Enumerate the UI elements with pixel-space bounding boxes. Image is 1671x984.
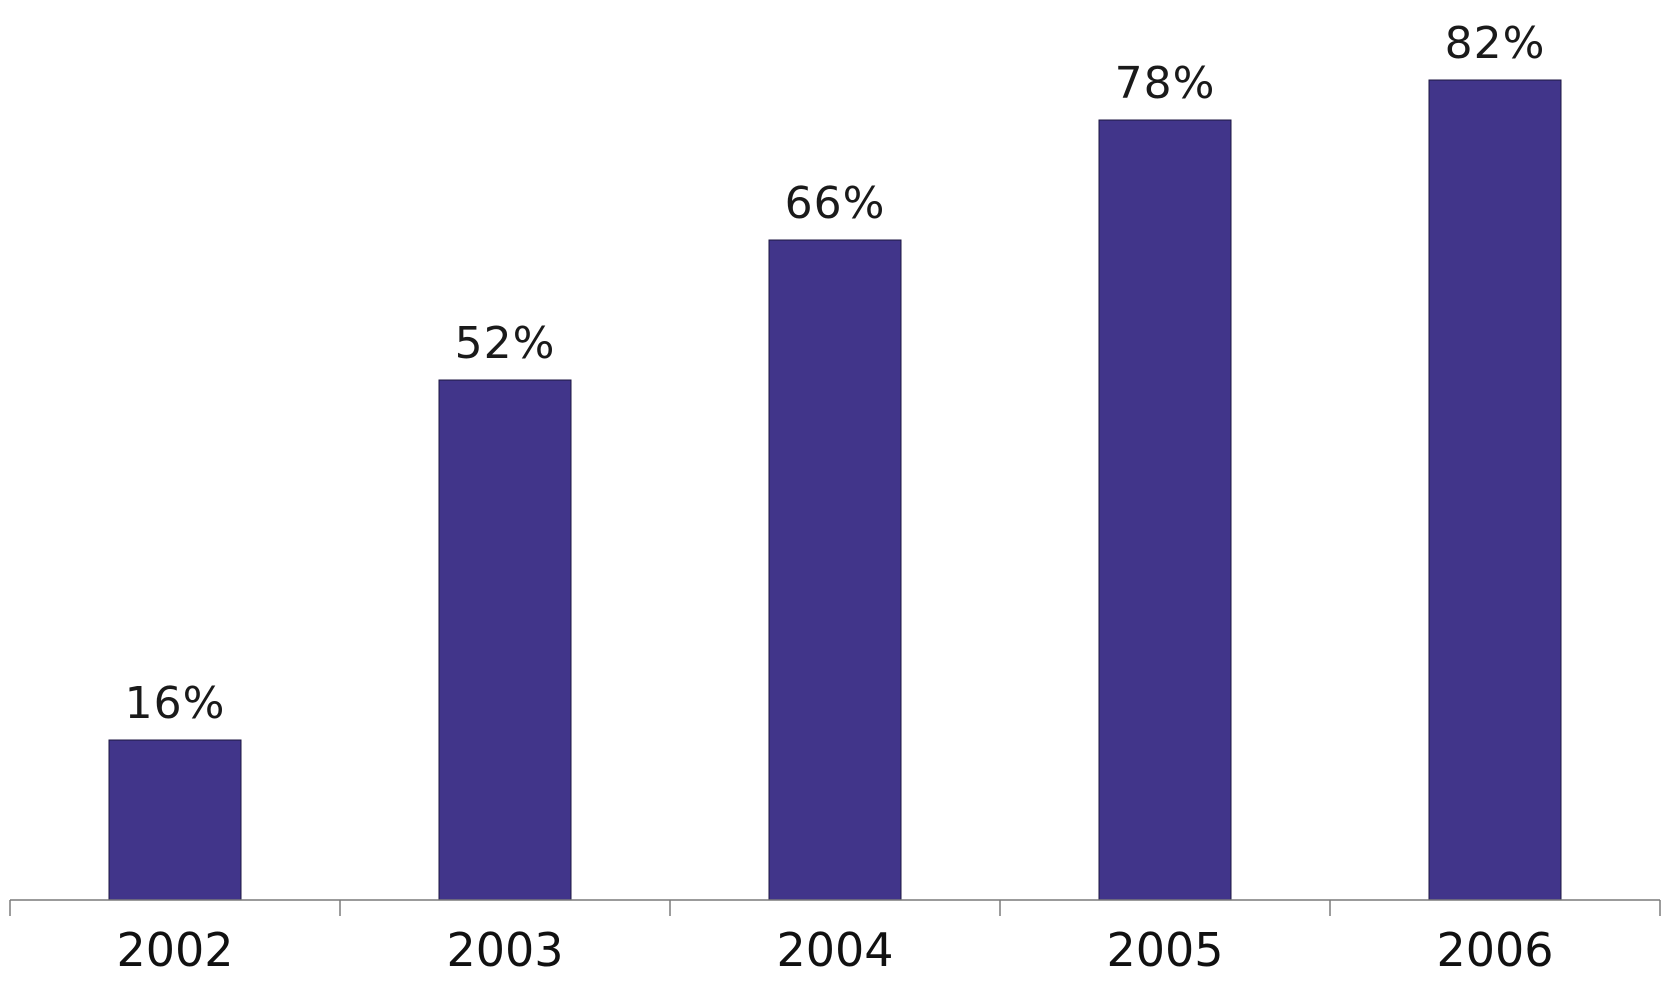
data-label-2005: 78%	[1115, 58, 1216, 109]
x-tick-label-2005: 2005	[1106, 923, 1223, 977]
bar-2005	[1098, 119, 1232, 901]
bar-2003	[438, 379, 572, 901]
x-tick-label-2003: 2003	[446, 923, 563, 977]
x-tick-label-2002: 2002	[116, 923, 233, 977]
bars-group	[108, 79, 1562, 901]
data-labels-group: 16% 52% 66% 78% 82%	[125, 18, 1546, 729]
bar-2004	[768, 239, 902, 901]
x-tick-label-2004: 2004	[776, 923, 893, 977]
data-label-2002: 16%	[125, 678, 226, 729]
data-label-2004: 66%	[785, 178, 886, 229]
data-label-2006: 82%	[1445, 18, 1546, 69]
x-axis-ticks	[9, 900, 1661, 916]
bar-2002	[108, 739, 242, 901]
data-label-2003: 52%	[455, 318, 556, 369]
x-tick-label-2006: 2006	[1436, 923, 1553, 977]
x-axis-tick-labels: 2002 2003 2004 2005 2006	[116, 923, 1553, 977]
bar-2006	[1428, 79, 1562, 901]
